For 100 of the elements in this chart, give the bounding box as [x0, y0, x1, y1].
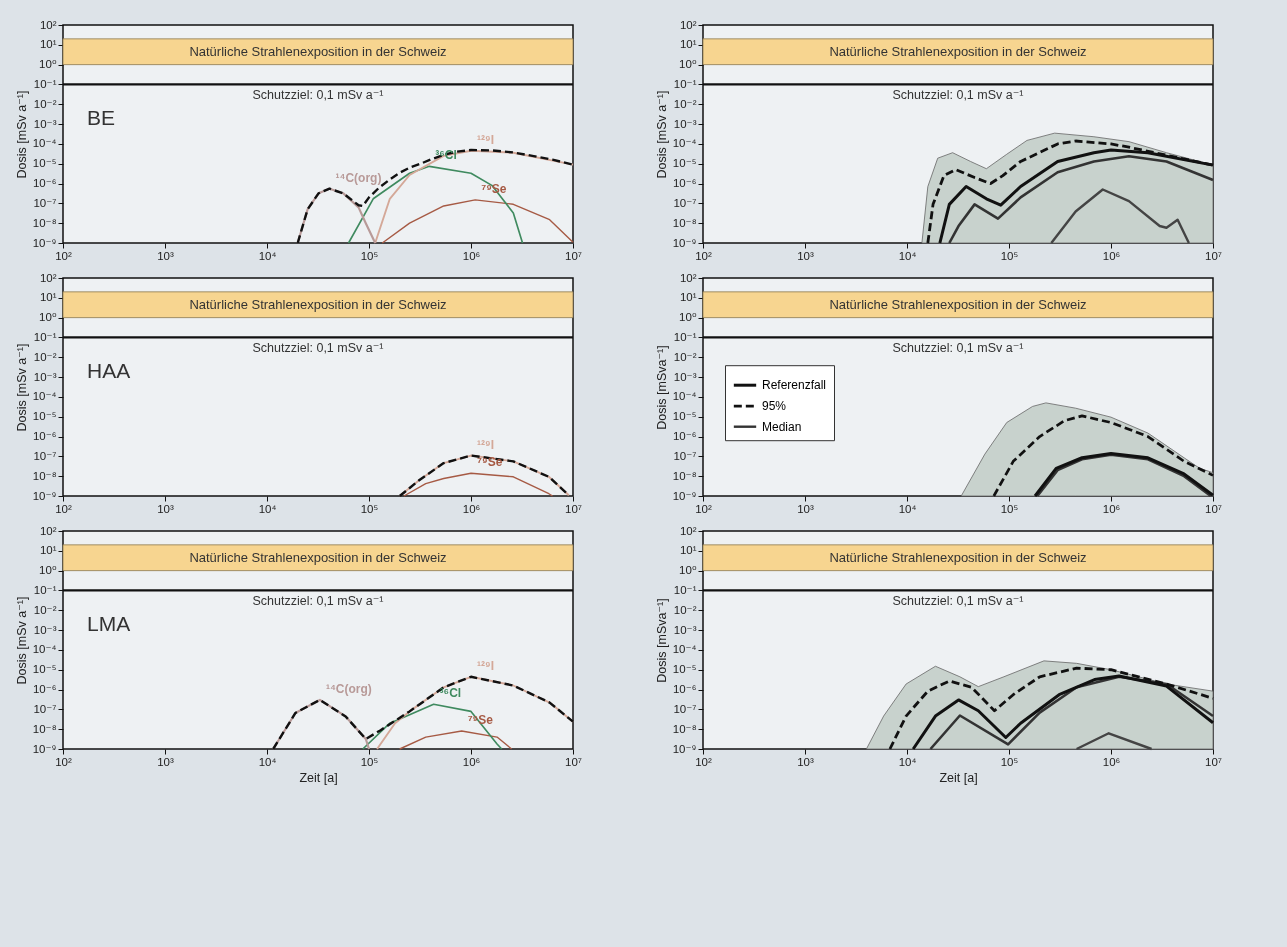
y-tick-label: 10⁻⁹: [672, 742, 697, 755]
band-label: Natürliche Strahlenexposition in der Schweiz: [189, 549, 447, 565]
y-tick-label: 10⁻⁹: [672, 236, 697, 249]
x-tick-label: 10⁴: [258, 249, 277, 262]
y-tick-label: 10⁻⁴: [672, 390, 697, 403]
y-tick-label: 10⁻⁴: [32, 643, 57, 656]
y-axis-title: Dosis [mSv a⁻¹]: [14, 596, 29, 685]
y-tick-label: 10⁻³: [673, 623, 697, 636]
x-tick-label: 10²: [695, 502, 712, 515]
x-tick-label: 10³: [797, 755, 814, 768]
y-tick-label: 10⁻³: [673, 370, 697, 383]
y-tick-label: 10⁻²: [33, 350, 57, 363]
series-label: ¹⁴C(org): [325, 681, 372, 696]
x-tick-label: 10⁴: [898, 755, 917, 768]
y-tick-label: 10²: [39, 271, 57, 284]
y-tick-label: 10⁻⁸: [32, 722, 57, 735]
y-tick-label: 10⁻⁷: [33, 702, 57, 715]
y-tick-label: 10⁻³: [33, 623, 57, 636]
ref-line-label: Schutzziel: 0,1 mSv a⁻¹: [892, 341, 1024, 356]
y-tick-label: 10⁻¹: [673, 330, 697, 343]
y-tick-label: 10⁻⁴: [672, 137, 697, 150]
y-tick-label: 10⁰: [679, 564, 697, 577]
y-tick-label: 10⁻³: [33, 117, 57, 130]
y-tick-label: 10⁻⁶: [672, 430, 697, 443]
x-tick-label: 10²: [695, 755, 712, 768]
series-label: ¹⁴C(org): [335, 170, 382, 185]
ref-line-label: Schutzziel: 0,1 mSv a⁻¹: [252, 341, 384, 356]
y-axis-title: Dosis [mSv a⁻¹]: [654, 90, 669, 179]
y-tick-label: 10⁻⁸: [672, 216, 697, 229]
x-tick-label: 10³: [157, 249, 174, 262]
y-tick-label: 10²: [39, 18, 57, 31]
x-tick-label: 10⁵: [1000, 249, 1019, 262]
y-tick-label: 10⁻²: [673, 350, 697, 363]
x-axis-title: Zeit [a]: [299, 771, 338, 785]
x-tick-label: 10⁷: [1205, 502, 1222, 515]
y-tick-label: 10⁻⁵: [672, 410, 697, 423]
x-tick-label: 10³: [157, 755, 174, 768]
x-tick-label: 10⁷: [565, 249, 582, 262]
x-tick-label: 10⁵: [360, 502, 379, 515]
x-tick-label: 10²: [695, 249, 712, 262]
y-tick-label: 10⁻⁷: [673, 449, 697, 462]
x-tick-label: 10⁶: [1102, 755, 1121, 768]
y-tick-label: 10⁻⁷: [33, 449, 57, 462]
x-tick-label: 10⁶: [462, 249, 481, 262]
y-tick-label: 10⁻⁴: [672, 643, 697, 656]
x-tick-label: 10⁶: [1102, 502, 1121, 515]
y-tick-label: 10⁰: [39, 311, 57, 324]
y-tick-label: 10²: [39, 524, 57, 537]
x-tick-label: 10⁷: [1205, 755, 1222, 768]
y-tick-label: 10⁻⁶: [32, 430, 57, 443]
annotation: HAA: [87, 358, 131, 382]
legend-label: 95%: [762, 399, 787, 414]
y-tick-label: 10⁻²: [673, 603, 697, 616]
series-label: ⁷⁹Se: [477, 455, 503, 470]
x-tick-label: 10²: [55, 755, 72, 768]
y-axis-title: Dosis [mSv a⁻¹]: [14, 343, 29, 432]
x-tick-label: 10⁵: [360, 755, 379, 768]
y-tick-label: 10¹: [39, 38, 57, 51]
y-tick-label: 10⁻⁹: [32, 236, 57, 249]
y-tick-label: 10⁻⁵: [672, 663, 697, 676]
x-tick-label: 10⁷: [1205, 249, 1222, 262]
band-label: Natürliche Strahlenexposition in der Schweiz: [829, 43, 1087, 59]
legend-label: Median: [762, 419, 802, 434]
y-tick-label: 10⁻⁵: [672, 157, 697, 170]
y-tick-label: 10²: [679, 524, 697, 537]
y-tick-label: 10⁻⁶: [32, 683, 57, 696]
y-tick-label: 10⁰: [39, 564, 57, 577]
y-tick-label: 10⁰: [679, 311, 697, 324]
y-axis-title: Dosis [mSva⁻¹]: [654, 345, 669, 430]
series-label: ¹²⁹I: [477, 437, 495, 452]
y-axis-title: Dosis [mSva⁻¹]: [654, 598, 669, 683]
y-tick-label: 10⁻⁹: [32, 489, 57, 502]
y-tick-label: 10⁻¹: [33, 77, 57, 90]
y-tick-label: 10⁻⁴: [32, 390, 57, 403]
y-tick-label: 10⁻⁸: [672, 722, 697, 735]
x-tick-label: 10⁴: [898, 502, 917, 515]
y-tick-label: 10²: [679, 271, 697, 284]
y-tick-label: 10⁻¹: [673, 77, 697, 90]
series-label: ¹²⁹I: [477, 658, 495, 673]
y-tick-label: 10⁻⁸: [32, 469, 57, 482]
y-tick-label: 10⁻³: [673, 117, 697, 130]
y-tick-label: 10²: [679, 18, 697, 31]
x-axis-title: Zeit [a]: [939, 771, 978, 785]
y-tick-label: 10⁻¹: [33, 330, 57, 343]
x-tick-label: 10⁵: [1000, 502, 1019, 515]
x-tick-label: 10⁶: [1102, 249, 1121, 262]
y-tick-label: 10⁻⁴: [32, 137, 57, 150]
y-tick-label: 10⁻⁵: [32, 157, 57, 170]
band-label: Natürliche Strahlenexposition in der Schweiz: [829, 296, 1087, 312]
y-tick-label: 10¹: [679, 544, 697, 557]
x-tick-label: 10⁷: [565, 755, 582, 768]
legend-label: Referenzfall: [762, 378, 827, 393]
band-label: Natürliche Strahlenexposition in der Schweiz: [189, 296, 447, 312]
y-tick-label: 10⁻⁵: [32, 663, 57, 676]
y-tick-label: 10⁻⁶: [672, 683, 697, 696]
y-tick-label: 10⁻⁷: [33, 196, 57, 209]
x-tick-label: 10⁴: [898, 249, 917, 262]
ref-line-label: Schutzziel: 0,1 mSv a⁻¹: [252, 88, 384, 103]
y-tick-label: 10⁻⁷: [673, 702, 697, 715]
series-label: ¹²⁹I: [477, 132, 495, 147]
